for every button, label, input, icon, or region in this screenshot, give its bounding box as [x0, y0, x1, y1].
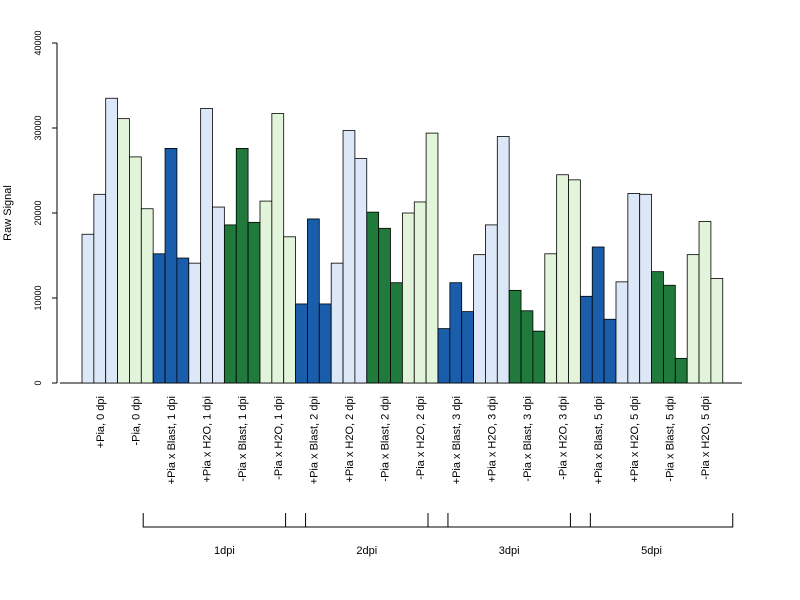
bar	[413, 201, 427, 384]
bars	[81, 97, 724, 384]
bar	[473, 254, 486, 384]
bar	[200, 108, 213, 384]
bar	[176, 257, 190, 384]
bar	[295, 303, 308, 384]
category-label: -Pia x Blast, 5 dpi	[664, 396, 676, 482]
bar	[330, 262, 344, 384]
category-label: +Pia x H2O, 2 dpi	[344, 396, 356, 483]
group-bracket	[569, 513, 734, 528]
bar	[686, 254, 700, 384]
category-label: -Pia x Blast, 2 dpi	[380, 396, 392, 482]
bar	[212, 206, 225, 384]
group-label: 2dpi	[356, 545, 377, 557]
bar	[283, 236, 296, 384]
category-label: +Pia x Blast, 3 dpi	[451, 396, 463, 484]
y-tick-label: 10000	[33, 285, 43, 310]
category-label: +Pia, 0 dpi	[95, 396, 107, 448]
bar	[425, 132, 439, 384]
category-label: +Pia x H2O, 3 dpi	[486, 396, 498, 483]
bar	[556, 174, 569, 384]
category-label: -Pia x H2O, 5 dpi	[700, 396, 712, 480]
bar	[164, 147, 178, 384]
bar	[651, 271, 664, 384]
y-axis-title: Raw Signal	[2, 185, 14, 241]
y-tick-label: 0	[33, 380, 43, 385]
bar	[318, 303, 332, 384]
y-tick-label: 40000	[33, 30, 43, 55]
bar	[544, 253, 558, 384]
category-label: +Pia x H2O, 5 dpi	[629, 396, 641, 483]
bar	[532, 330, 546, 384]
category-label: -Pia x H2O, 3 dpi	[558, 396, 570, 480]
bar	[568, 179, 581, 384]
bar	[188, 262, 202, 384]
bar	[485, 224, 498, 384]
bar	[152, 253, 166, 384]
bar	[627, 193, 641, 384]
bar	[223, 224, 237, 384]
bar	[140, 208, 154, 384]
group-bracket	[427, 513, 591, 528]
bar	[390, 282, 403, 384]
bar	[342, 130, 356, 384]
bar	[307, 218, 320, 384]
bar	[437, 328, 451, 384]
bar	[663, 284, 676, 384]
bar	[710, 278, 724, 384]
bar	[461, 311, 474, 384]
category-label: -Pia, 0 dpi	[130, 396, 142, 446]
y-axis: 0 10000 20000 30000 40000	[33, 30, 58, 386]
bar	[354, 158, 368, 384]
bar	[235, 147, 249, 384]
category-labels: +Pia, 0 dpi -Pia, 0 dpi +Pia x Blast, 1 dp…	[95, 396, 712, 484]
group-label: 5dpi	[641, 545, 662, 557]
category-label: +Pia x H2O, 1 dpi	[202, 396, 214, 483]
bar	[81, 233, 95, 384]
bar	[520, 310, 534, 384]
group-bracket	[285, 513, 449, 528]
category-label: +Pia x Blast, 2 dpi	[308, 396, 320, 484]
bar	[496, 136, 510, 384]
bar	[603, 318, 617, 384]
bar	[247, 221, 261, 384]
bar	[508, 289, 522, 384]
bar	[591, 246, 605, 384]
category-label: -Pia x Blast, 1 dpi	[237, 396, 249, 482]
group-brackets: 1dpi 2dpi 3dpi 5dpi	[142, 513, 734, 557]
bar	[117, 118, 130, 384]
category-label: +Pia x Blast, 1 dpi	[166, 396, 178, 484]
category-label: -Pia x H2O, 2 dpi	[415, 396, 427, 480]
bar	[129, 156, 142, 384]
bar	[674, 357, 688, 384]
bar	[698, 221, 712, 384]
bar	[580, 295, 593, 384]
bar	[259, 200, 273, 384]
bar	[378, 227, 391, 384]
category-label: -Pia x H2O, 1 dpi	[273, 396, 285, 480]
bar	[105, 97, 118, 384]
bar	[615, 281, 629, 384]
y-tick-label: 30000	[33, 115, 43, 140]
bar	[401, 212, 415, 384]
group-label: 3dpi	[499, 545, 520, 557]
bar	[366, 211, 380, 384]
category-label: +Pia x Blast, 5 dpi	[593, 396, 605, 484]
group-bracket	[142, 513, 307, 528]
bar	[639, 193, 652, 384]
y-tick-label: 20000	[33, 200, 43, 225]
bar	[271, 113, 285, 384]
bar	[449, 282, 463, 384]
bar	[93, 193, 107, 384]
category-label: -Pia x Blast, 3 dpi	[522, 396, 534, 482]
group-label: 1dpi	[214, 545, 235, 557]
